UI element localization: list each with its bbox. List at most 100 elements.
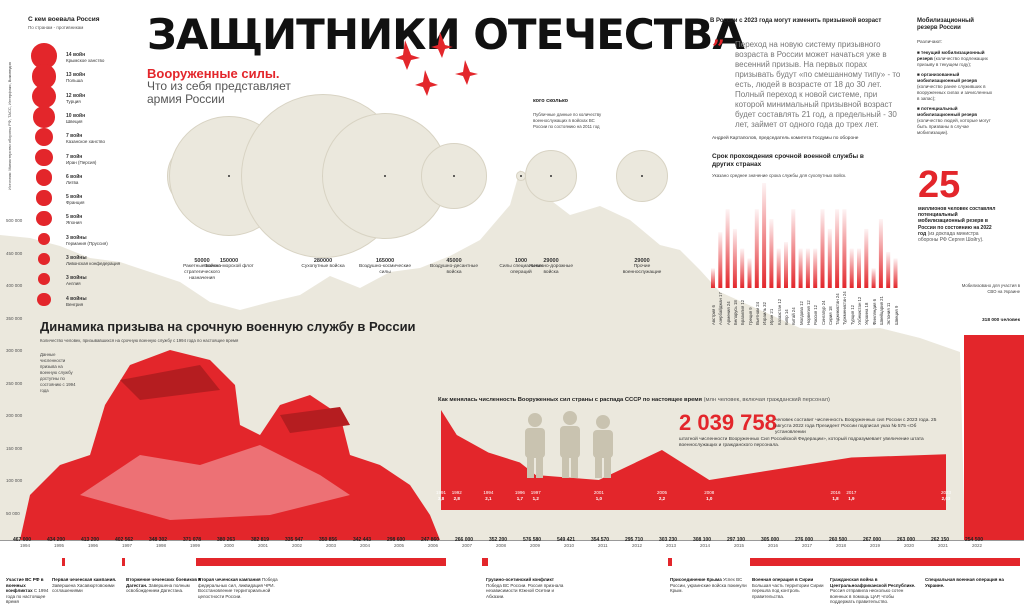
y-tick-label: 150 000 <box>6 445 23 451</box>
event-item: Специальная военная операция на Украине. <box>925 577 1005 588</box>
event-text: С 1994 года по настоящее время <box>6 588 49 604</box>
page-subtitle-red: Вооруженные силы. <box>147 66 280 81</box>
soldiers-silhouettes-icon <box>525 411 613 478</box>
timeline-year: 2020 <box>904 543 915 548</box>
wars-heading: С кем воевала Россия <box>28 16 100 23</box>
branch-dot <box>228 175 230 177</box>
event-text: Завершена Хасавюртовскими соглашениями <box>52 582 115 594</box>
event-title: Участие ВС РФ в военных конфликтах <box>6 577 44 593</box>
y-tick-label: 200 000 <box>6 413 23 418</box>
branch-name: Силы специальных операций <box>499 264 543 275</box>
war-item: 3 войны Германия (Пруссия) <box>66 235 108 247</box>
service-term-bar <box>798 248 803 288</box>
branch-value: 165000 <box>375 258 395 264</box>
war-enemy: Япония <box>66 220 82 226</box>
y-tick-label: 50 000 <box>6 510 20 516</box>
event-title: Вторжение чеченских боевиков в Дагестан. <box>126 577 202 588</box>
mobilization-big-text: миллионов человек составлял потенциальны… <box>918 206 998 243</box>
timeline-year: 2015 <box>734 543 745 548</box>
service-term-label: Молдова 12 <box>798 301 804 325</box>
service-term-bar <box>827 228 832 288</box>
reform-author: Андрей Картаполов, председатель комитета… <box>712 136 859 141</box>
war-dot <box>38 253 50 265</box>
service-term-label: Сирия 18 <box>827 306 833 325</box>
strength-year: 1997 <box>530 490 541 495</box>
strength-heading-main: Как менялась численность Вооруженных сил… <box>438 397 702 403</box>
timeline-year: 2022 <box>972 543 983 548</box>
service-term-label: Израиль 32 <box>762 302 768 325</box>
timeline-value: 276 000 <box>795 537 814 543</box>
event-text: Россия отправила несколько сотен военных… <box>830 588 904 604</box>
y-tick-label: 350 000 <box>6 315 23 321</box>
timeline-value: 303 230 <box>659 537 678 543</box>
service-term-label: Швеция 9 <box>893 305 899 325</box>
strength-year: 2023 <box>941 490 952 495</box>
service-term-label: Сингапур 24 <box>820 300 826 325</box>
war-item: 6 войн Литва <box>66 174 82 186</box>
timeline-value: 297 100 <box>727 537 746 543</box>
event-title: Присоединение Крыма <box>670 577 723 582</box>
strength-value: 1,7 <box>516 496 524 501</box>
timeline-year: 2002 <box>292 543 303 548</box>
timeline-year: 2014 <box>700 543 711 548</box>
war-item: 5 войн Япония <box>66 214 82 226</box>
event-text: Большая часть территории Сирии перешла п… <box>752 582 824 599</box>
timeline-year: 2010 <box>564 543 575 548</box>
strength-point-label: 1997 1,2 <box>531 490 541 502</box>
war-item: 14 войн Крымское ханство <box>66 52 104 64</box>
timeline-year: 2021 <box>938 543 949 548</box>
war-dot <box>31 64 57 89</box>
event-item: Гражданская война в Центральноафриканско… <box>830 577 920 605</box>
how-many-heading: кого сколько <box>533 98 569 104</box>
strength-heading: Как менялась численность Вооруженных сил… <box>438 397 830 403</box>
service-term-bar <box>776 248 781 288</box>
strength-value: 1,9 <box>848 496 855 501</box>
war-count: 7 войн <box>66 153 83 160</box>
war-enemy: Франция <box>66 200 85 206</box>
service-term-bar <box>857 248 861 288</box>
service-term-bar <box>893 258 898 288</box>
strength-chart <box>441 410 946 510</box>
branch-name: Железно-дорожные войска <box>528 264 574 275</box>
page-subtitle-grey: Что из себя представляет армия России <box>147 79 291 106</box>
mobilization-big-source: (из доклада министра обороны РФ Сергея Ш… <box>918 230 984 244</box>
branch-label: 165000 Воздушно-космические силы <box>357 258 413 276</box>
timeline-year: 1995 <box>54 543 65 548</box>
branch-value: 45000 <box>446 258 462 264</box>
strength-point-label: 2008 1,0 <box>704 490 714 502</box>
event-text: Победа федеральных сил, ликвидация ЧРИ. … <box>198 577 278 599</box>
strength-point-label: 2005 2,2 <box>657 490 667 502</box>
timeline-year: 2012 <box>632 543 643 548</box>
timeline-year: 1999 <box>190 543 201 548</box>
timeline-value: 342 443 <box>353 537 372 543</box>
service-term-bar <box>878 219 883 288</box>
strength-year: 2017 <box>846 490 857 495</box>
branch-label: 1000 Силы специальных операций <box>493 258 549 276</box>
strength-value: 2,03 <box>941 496 951 501</box>
war-dot <box>35 169 53 187</box>
service-term-bar <box>871 268 876 288</box>
timeline-value: 308 100 <box>693 537 712 543</box>
war-count: 4 войны <box>66 295 87 302</box>
war-count: 3 войны <box>66 255 87 261</box>
service-term-label: Беларусь 18 <box>732 300 738 325</box>
war-enemy: Крымское ханство <box>66 58 105 63</box>
quote-mark-icon: ” <box>712 36 725 62</box>
timeline-value: 402 562 <box>115 537 134 543</box>
event-item: Присоединение Крыма Успех ВС России, укр… <box>670 577 750 594</box>
event-title: Военная операция в Сирии <box>752 577 814 582</box>
timeline-year: 2004 <box>360 543 371 548</box>
event-item: Первая чеченская кампания. Завершена Хас… <box>52 577 132 594</box>
strength-year: 1996 <box>514 490 525 495</box>
service-term-bar <box>754 209 759 288</box>
timeline-year: 1996 <box>88 543 99 548</box>
strength-value: 2,8 <box>453 496 460 501</box>
strength-point-label: 1991 3,8 <box>436 490 446 502</box>
timeline-value: 305 000 <box>761 537 780 543</box>
mobilized-value: 318 000 человек <box>982 318 1020 323</box>
timeline-year: 2017 <box>802 543 813 548</box>
y-tick-label: 250 000 <box>6 380 23 386</box>
wars-source: Источник: Министерство обороны РФ, ТАСС,… <box>7 62 12 190</box>
branch-name: Воздушно-космические силы <box>358 264 412 275</box>
strength-value: 3,8 <box>437 496 445 501</box>
